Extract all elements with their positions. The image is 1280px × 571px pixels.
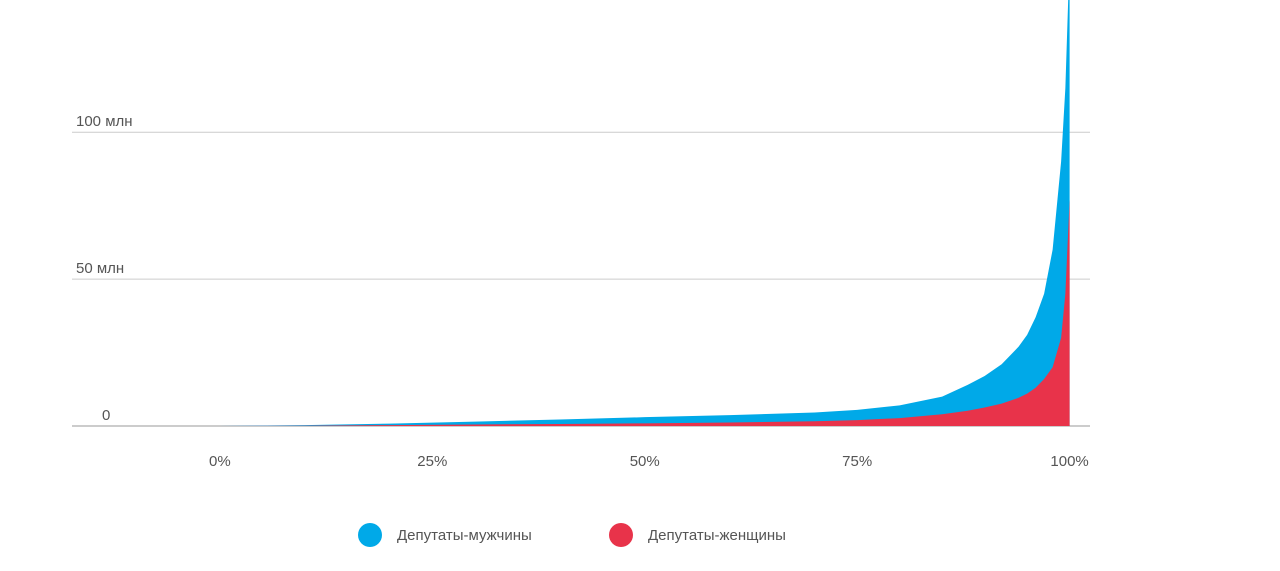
area bbox=[219, 199, 1070, 426]
x-tick-label: 25% bbox=[417, 453, 447, 470]
x-tick-label: 50% bbox=[630, 453, 660, 470]
y-tick-label: 50 млн bbox=[76, 260, 124, 277]
x-tick-label: 100% bbox=[1050, 453, 1088, 470]
x-tick-label: 0% bbox=[209, 453, 231, 470]
plot-area bbox=[219, 0, 1070, 426]
legend-swatch bbox=[609, 523, 633, 547]
grid bbox=[72, 131, 1090, 427]
x-tick-label: 75% bbox=[842, 453, 872, 470]
legend-swatch bbox=[358, 523, 382, 547]
legend-label: Депутаты-мужчины bbox=[397, 527, 532, 544]
legend-label: Депутаты-женщины bbox=[648, 527, 786, 544]
y-tick-label: 100 млн bbox=[76, 113, 133, 130]
labels: 0 50 млн 100 млн 0% 25% 50% 75% 100% Депутаты-му… bbox=[76, 113, 1089, 547]
y-tick-label: 0 bbox=[102, 407, 110, 424]
area bbox=[219, 0, 1070, 426]
